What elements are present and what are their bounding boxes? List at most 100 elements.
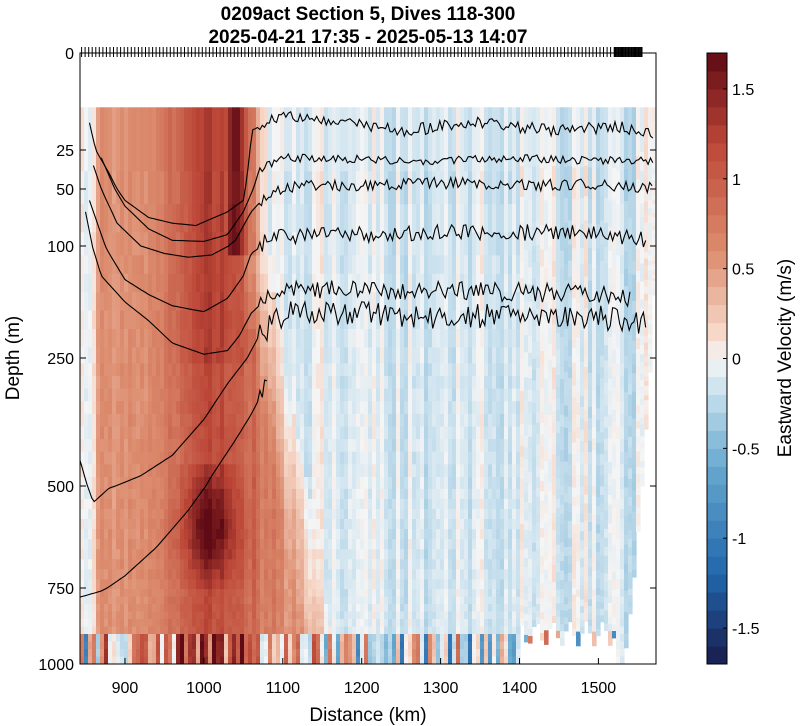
heatmap-cell [336,464,341,478]
heatmap-cell [412,347,417,364]
heatmap-cell [244,464,249,478]
heatmap-cell [532,326,537,344]
heatmap-cell [264,426,269,440]
heatmap-cell [236,439,241,453]
heatmap-cell [424,329,429,348]
heatmap-cell [160,611,165,620]
heatmap-cell [496,292,501,312]
heatmap-cell [260,310,265,330]
heatmap-cell [472,596,477,605]
heatmap-cell [328,656,333,664]
heatmap-cell [432,488,437,500]
heatmap-cell [572,419,577,432]
heatmap-cell [184,549,189,560]
heatmap-cell [316,549,321,560]
heatmap-cell [140,347,145,364]
heatmap-cell [128,549,133,560]
heatmap-cell [372,451,377,465]
heatmap-cell [136,401,141,415]
heatmap-cell [348,439,353,453]
heatmap-cell [148,604,153,613]
heatmap-cell [412,559,417,570]
heatmap-cell [100,413,105,428]
heatmap-cell [296,619,301,628]
heatmap-cell [396,388,401,402]
heatmap-cell [448,559,453,570]
heatmap-cell [428,107,433,172]
heatmap-cell [448,477,453,490]
heatmap-cell [576,542,581,553]
heatmap-cell [304,273,309,293]
heatmap-cell [520,541,525,551]
heatmap-cell [272,619,277,628]
heatmap-cell [460,649,465,658]
heatmap-cell [412,255,417,275]
heatmap-cell [352,204,357,233]
heatmap-cell [444,596,449,605]
heatmap-cell [112,413,117,428]
heatmap-cell [268,464,273,478]
heatmap-cell [216,641,221,650]
heatmap-cell [520,325,525,343]
heatmap-cell [216,626,221,635]
heatmap-cell [224,171,229,205]
heatmap-cell [468,292,473,312]
heatmap-cell [240,569,245,580]
heatmap-cell [364,611,369,620]
heatmap-cell [120,509,125,520]
heatmap-cell [400,549,405,560]
heatmap-cell [312,401,317,415]
heatmap-cell [544,588,549,596]
heatmap-cell [160,273,165,293]
heatmap-cell [196,649,201,658]
heatmap-cell [572,551,577,562]
heatmap-cell [152,649,157,658]
heatmap-cell [432,549,437,560]
heatmap-cell [324,477,329,490]
heatmap-cell [308,634,313,643]
heatmap-cell [204,477,209,490]
heatmap-cell [140,649,145,658]
heatmap-cell [276,292,281,312]
heatmap-cell [292,426,297,440]
heatmap-cell [564,597,569,605]
heatmap-cell [88,464,93,478]
heatmap-cell [328,589,333,598]
heatmap-cell [404,656,409,664]
heatmap-cell [572,408,577,421]
heatmap-cell [436,509,441,520]
heatmap-cell [292,626,297,635]
heatmap-cell [352,611,357,620]
heatmap-cell [176,539,181,550]
heatmap-cell [308,596,313,605]
heatmap-cell [524,389,529,402]
heatmap-cell [452,388,457,402]
heatmap-cell [572,615,577,623]
heatmap-cell [172,439,177,453]
heatmap-cell [224,519,229,530]
heatmap-cell [456,656,461,664]
heatmap-cell [532,551,537,561]
heatmap-cell [108,413,113,428]
heatmap-cell [444,451,449,465]
heatmap-cell [304,579,309,590]
heatmap-cell [320,329,325,348]
heatmap-cell [232,292,237,312]
heatmap-cell [220,579,225,590]
heatmap-cell [508,649,513,658]
heatmap-cell [164,619,169,628]
heatmap-cell [328,439,333,453]
heatmap-cell [384,619,389,628]
heatmap-cell [200,641,205,650]
heatmap-cell [328,388,333,402]
heatmap-cell [132,347,137,364]
heatmap-cell [484,363,489,377]
heatmap-cell [200,611,205,620]
heatmap-cell [544,623,549,631]
heatmap-cell [308,464,313,478]
heatmap-cell [404,413,409,428]
heatmap-cell [364,596,369,605]
heatmap-cell [276,413,281,428]
heatmap-cell [220,529,225,540]
heatmap-cell [528,318,533,337]
